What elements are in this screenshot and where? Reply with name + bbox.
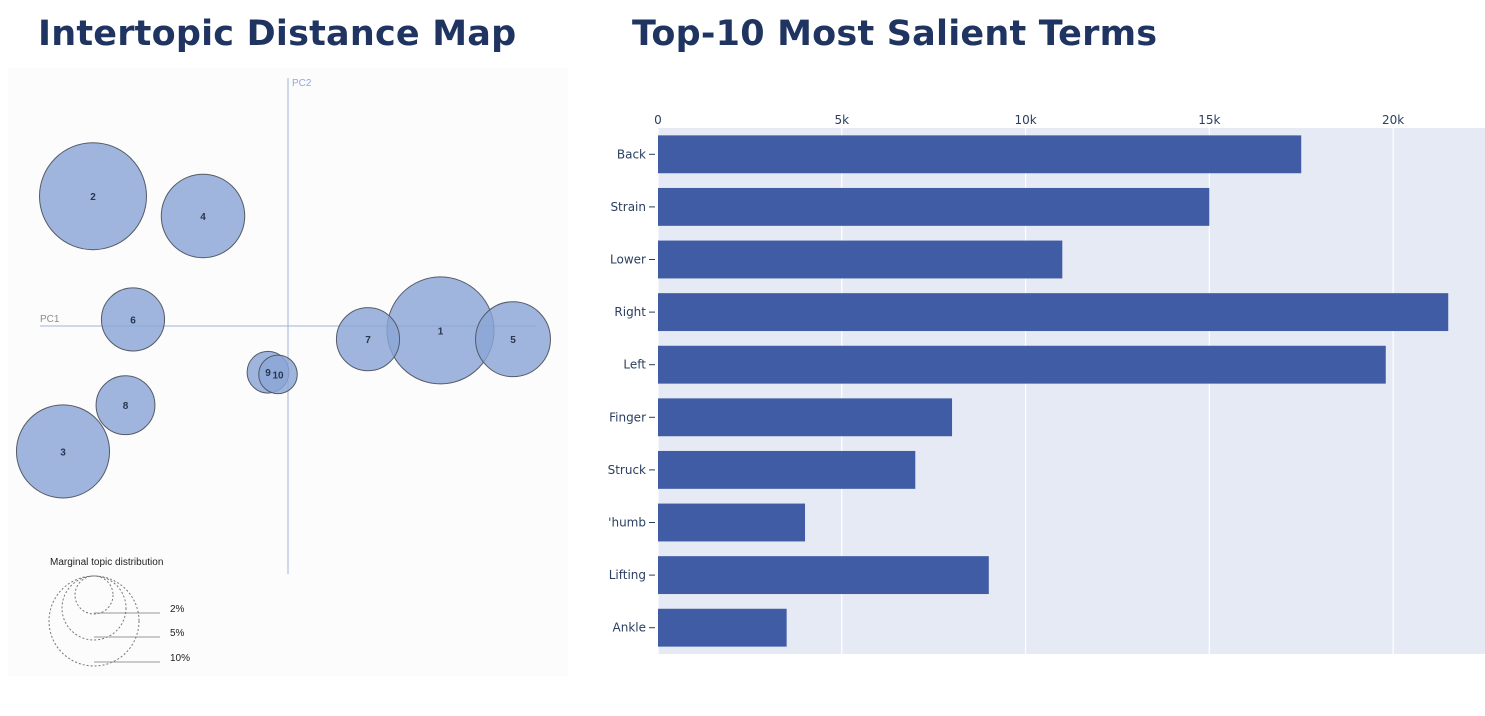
- topic-label-7: 7: [365, 335, 371, 346]
- topic-label-8: 8: [123, 401, 129, 412]
- x-tick-label: 20k: [1382, 113, 1404, 127]
- intertopic-distance-map: PC1 PC2 1 2 3 4 5 6 7 8 9 10 Marginal topic distr…: [8, 68, 568, 676]
- legend-label-3: 10%: [170, 653, 190, 664]
- y-tick-label: Ankle: [613, 621, 646, 635]
- bar-strain[interactable]: [658, 187, 1210, 226]
- topic-circle-4[interactable]: [160, 173, 246, 259]
- bar-back[interactable]: [658, 135, 1302, 174]
- x-tick-label: 10k: [1014, 113, 1036, 127]
- bars: [658, 135, 1449, 647]
- x-tick-label: 0: [654, 113, 662, 127]
- legend-label-2: 5%: [170, 628, 185, 639]
- topic-circles: 1 2 3 4 5 6 7 8 9 10: [15, 142, 551, 499]
- bar-finger[interactable]: [658, 398, 953, 437]
- marginal-distribution-legend: Marginal topic distribution 2% 5% 10%: [48, 557, 190, 667]
- topic-circle-7[interactable]: [335, 307, 401, 372]
- topic-circle-2[interactable]: [39, 142, 147, 251]
- legend-title: Marginal topic distribution: [50, 557, 163, 568]
- pc2-axis-label: PC2: [292, 78, 312, 89]
- bar-struck[interactable]: [658, 450, 916, 489]
- salient-terms-chart: 0 5k 10k 15k 20k Back Strain Lower Right Left Fin…: [608, 113, 1485, 654]
- pc1-axis-label: PC1: [40, 314, 60, 325]
- intertopic-map-title: Intertopic Distance Map: [38, 14, 517, 54]
- bar-lifting[interactable]: [658, 556, 989, 595]
- x-tick-labels: 0 5k 10k 15k 20k: [654, 113, 1404, 127]
- y-tick-label: Struck: [608, 463, 646, 477]
- y-tick-label: 'humb: [608, 516, 646, 530]
- topic-circle-8[interactable]: [95, 375, 156, 436]
- salient-terms-title: Top-10 Most Salient Terms: [632, 14, 1158, 54]
- topic-label-3: 3: [60, 447, 66, 458]
- legend-circle-2: [61, 575, 127, 641]
- topic-circle-6[interactable]: [100, 287, 166, 352]
- topic-label-10: 10: [272, 370, 284, 381]
- y-tick-label: Finger: [609, 410, 646, 424]
- topic-circle-3[interactable]: [15, 404, 111, 499]
- y-tick-label: Left: [623, 358, 646, 372]
- y-tick-label: Back: [617, 147, 646, 161]
- topic-circle-5[interactable]: [475, 301, 551, 378]
- topic-label-2: 2: [90, 192, 96, 203]
- legend-circle-3: [48, 575, 140, 667]
- y-tick-label: Right: [614, 305, 646, 319]
- topic-label-4: 4: [200, 212, 206, 223]
- y-tick-label: Lower: [610, 253, 646, 267]
- legend-label-1: 2%: [170, 604, 185, 615]
- bar-ankle[interactable]: [658, 608, 787, 647]
- bar-lower[interactable]: [658, 240, 1063, 279]
- topic-circle-10[interactable]: [258, 354, 298, 395]
- topic-label-1: 1: [438, 326, 444, 337]
- y-tick-labels: Back Strain Lower Right Left Finger Struck 'hum…: [608, 147, 655, 635]
- legend-circle-1: [74, 575, 114, 615]
- bar-thumb[interactable]: [658, 503, 806, 542]
- bar-left[interactable]: [658, 345, 1386, 384]
- topic-label-5: 5: [510, 335, 516, 346]
- topic-label-9: 9: [265, 368, 271, 379]
- bar-right[interactable]: [658, 293, 1449, 332]
- topic-label-6: 6: [130, 315, 136, 326]
- x-tick-label: 5k: [834, 113, 849, 127]
- y-tick-label: Lifting: [609, 568, 646, 582]
- y-tick-label: Strain: [610, 200, 646, 214]
- x-tick-label: 15k: [1198, 113, 1220, 127]
